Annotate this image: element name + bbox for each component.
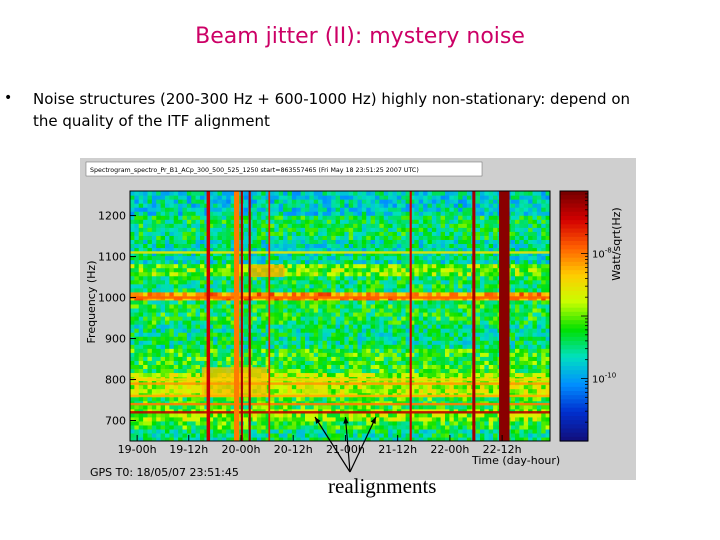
colorbar bbox=[559, 190, 589, 442]
bullet-marker: • bbox=[4, 90, 13, 106]
y-axis-label: Frequency (Hz) bbox=[85, 261, 98, 344]
realignment-arrows bbox=[314, 416, 377, 473]
heatmap-area bbox=[130, 191, 550, 441]
spectral-line-800 bbox=[130, 378, 550, 381]
y-tick-label: 800 bbox=[105, 374, 126, 387]
realignments-annotation: realignments bbox=[328, 474, 437, 498]
spectral-line-720 bbox=[130, 411, 550, 414]
spectral-line-790 bbox=[130, 382, 550, 385]
slide-title: Beam jitter (II): mystery noise bbox=[195, 24, 525, 49]
broadband-line-1 bbox=[234, 191, 240, 441]
x-tick-label: 19-12h bbox=[169, 443, 208, 456]
y-ticks: 700 800 900 1000 1100 1200 bbox=[98, 210, 136, 428]
burst-1 bbox=[249, 264, 285, 278]
spectral-line-1000 bbox=[130, 296, 550, 299]
broadband-line-2 bbox=[240, 191, 243, 441]
annotation-arrow bbox=[344, 416, 351, 473]
x-tick-label: 21-12h bbox=[378, 443, 417, 456]
y-tick-label: 900 bbox=[105, 333, 126, 346]
x-axis-label: Time (day-hour) bbox=[471, 454, 560, 467]
chart-title: Spectrogram_spectro_Pr_B1_ACp_300_500_52… bbox=[90, 167, 419, 174]
x-tick-label: 19-00h bbox=[118, 443, 157, 456]
broadband-line-7 bbox=[499, 191, 510, 441]
colorbar-tick-label: 10-8 bbox=[592, 247, 612, 261]
spectral-line-1110 bbox=[130, 251, 550, 254]
broadband-line-3 bbox=[248, 191, 251, 441]
colorbar-ticks: 10-8 10-10 bbox=[581, 190, 616, 442]
bullet-text: Noise structures (200-300 Hz + 600-1000 … bbox=[33, 90, 631, 130]
chart-title-box bbox=[85, 161, 483, 177]
plot-frame bbox=[129, 190, 551, 442]
x-tick-label: 22-00h bbox=[430, 443, 469, 456]
colorbar-tick-label: 10-10 bbox=[592, 372, 616, 386]
broadband-line-6 bbox=[472, 191, 476, 441]
y-tick-label: 1100 bbox=[98, 251, 126, 264]
colorbar-label: Watt/sqrt(Hz) bbox=[610, 207, 623, 280]
gps-t0-label: GPS T0: 18/05/07 23:51:45 bbox=[90, 466, 239, 479]
y-tick-label: 1200 bbox=[98, 210, 126, 223]
x-tick-label: 20-12h bbox=[274, 443, 313, 456]
annotation-arrow bbox=[314, 416, 351, 473]
broadband-line-5 bbox=[409, 191, 412, 441]
x-tick-label: 21-00h bbox=[326, 443, 365, 456]
broadband-line-0 bbox=[206, 191, 211, 441]
y-tick-label: 700 bbox=[105, 415, 126, 428]
spectrogram-figure: Spectrogram_spectro_Pr_B1_ACp_300_500_52… bbox=[80, 158, 636, 480]
x-tick-label: 20-00h bbox=[222, 443, 261, 456]
x-tick-label: 22-12h bbox=[483, 443, 522, 456]
x-ticks: 19-00h 19-12h 20-00h 20-12h 21-00h 21-12h 22-0… bbox=[118, 435, 522, 456]
burst-2 bbox=[301, 379, 329, 396]
broadband-line-4 bbox=[268, 191, 271, 441]
spectral-line-740 bbox=[130, 402, 550, 406]
spectral-line-760 bbox=[130, 394, 550, 398]
annotation-arrow bbox=[349, 416, 377, 473]
y-tick-label: 1000 bbox=[98, 292, 126, 305]
